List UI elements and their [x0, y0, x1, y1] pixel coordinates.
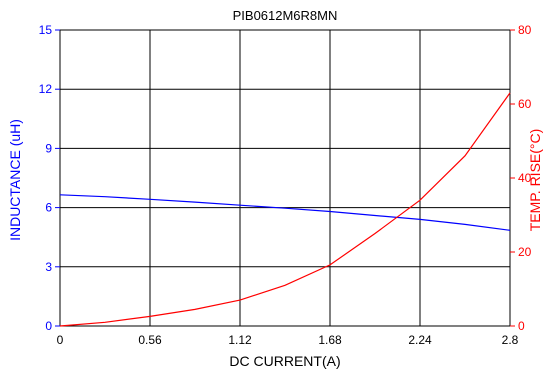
right-y-tick-label: 20: [518, 245, 532, 259]
series-layer: [59, 92, 511, 327]
left-y-axis-label: INDUCTANCE (uH): [7, 119, 23, 241]
x-axis-label: DC CURRENT(A): [229, 353, 340, 369]
right-y-tick-label: 0: [518, 319, 525, 333]
left-y-tick-label: 9: [45, 141, 52, 155]
x-tick-label: 1.68: [318, 333, 342, 347]
right-y-tick-label: 40: [518, 171, 532, 185]
right-y-axis-label: TEMP. RISE(°C): [527, 129, 543, 232]
chart-title: PIB0612M6R8MN: [233, 8, 338, 23]
left-y-tick-label: 15: [39, 23, 53, 37]
x-tick-label: 0.56: [138, 333, 162, 347]
left-y-tick-label: 0: [45, 319, 52, 333]
x-tick-label: 0: [57, 333, 64, 347]
left-y-tick-label: 3: [45, 260, 52, 274]
right-y-tick-label: 60: [518, 97, 532, 111]
grid: [59, 29, 511, 327]
left-y-tick-label: 6: [45, 201, 52, 215]
left-y-tick-label: 12: [39, 82, 53, 96]
right-y-tick-label: 80: [518, 23, 532, 37]
x-tick-label: 2.24: [408, 333, 432, 347]
temp-rise-series-line: [59, 92, 511, 327]
x-tick-label: 2.8: [502, 333, 519, 347]
x-tick-label: 1.12: [228, 333, 252, 347]
inductance-series-line: [59, 194, 511, 231]
